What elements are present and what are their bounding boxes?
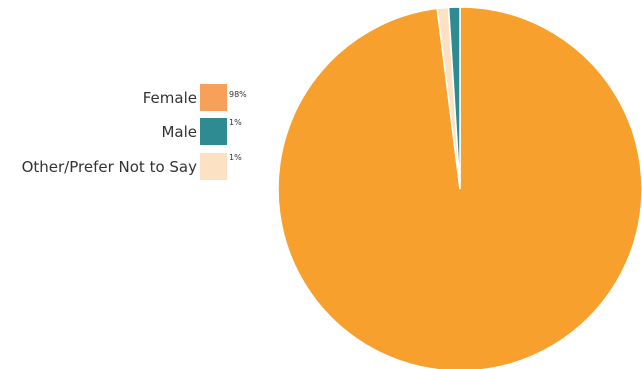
legend-item-male[interactable]: Male 1%	[0, 118, 260, 148]
legend-label-male: Male	[161, 123, 197, 141]
legend-swatch-female	[200, 84, 227, 111]
legend-percent-female: 98%	[229, 90, 247, 99]
pie-slices	[277, 6, 642, 369]
legend-label-other: Other/Prefer Not to Say	[21, 158, 197, 176]
legend-item-female[interactable]: Female 98%	[0, 84, 260, 114]
pie-slice-male[interactable]	[447, 6, 461, 190]
pie-slice-female[interactable]	[277, 6, 642, 369]
legend-percent-male: 1%	[229, 118, 242, 127]
legend-percent-other: 1%	[229, 153, 242, 162]
legend-item-other[interactable]: Other/Prefer Not to Say 1%	[0, 153, 260, 183]
legend-label-female: Female	[142, 89, 197, 107]
legend: Female 98% Male 1% Other/Prefer Not to S…	[0, 0, 260, 200]
legend-swatch-other	[200, 153, 227, 180]
legend-swatch-male	[200, 118, 227, 145]
